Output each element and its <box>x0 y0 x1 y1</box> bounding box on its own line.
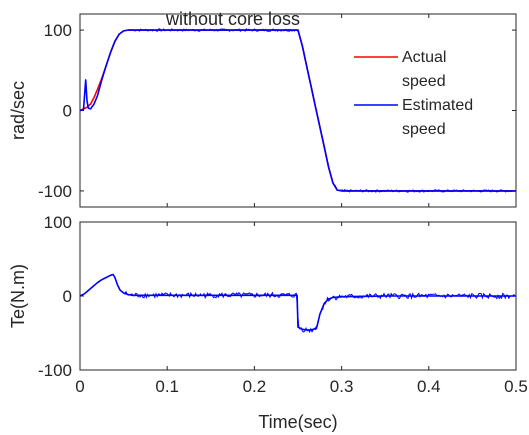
y-tick-label: 100 <box>44 213 72 232</box>
legend: Actual speed Estimated speed <box>354 49 473 138</box>
x-axis-label: Time(sec) <box>258 412 337 432</box>
x-tick-label: 0.1 <box>155 377 179 396</box>
legend-label: Estimated <box>402 97 473 114</box>
legend-label: speed <box>402 73 446 90</box>
y-tick-label: 100 <box>44 21 72 40</box>
chart-title: without core loss <box>165 9 300 29</box>
y-axis-label: rad/sec <box>8 81 28 140</box>
series-noise <box>132 28 514 193</box>
x-tick-label: 0.3 <box>330 377 354 396</box>
x-tick-label: 0.4 <box>417 377 441 396</box>
legend-label: Actual <box>402 49 446 66</box>
y-tick-label: -100 <box>38 182 72 201</box>
y-tick-label: 0 <box>63 102 72 121</box>
y-tick-label: -100 <box>38 361 72 380</box>
x-tick-label: 0.5 <box>504 377 528 396</box>
legend-label: speed <box>402 121 446 138</box>
y-axis-label: Te(N.m) <box>8 264 28 328</box>
y-tick-label: 0 <box>63 287 72 306</box>
series-noise <box>123 290 515 334</box>
panel-1: -100 0 100 rad/sec without core loss Actual sp… <box>8 9 517 208</box>
x-tick-label: 0.2 <box>243 377 267 396</box>
x-tick-label: 0 <box>75 377 84 396</box>
